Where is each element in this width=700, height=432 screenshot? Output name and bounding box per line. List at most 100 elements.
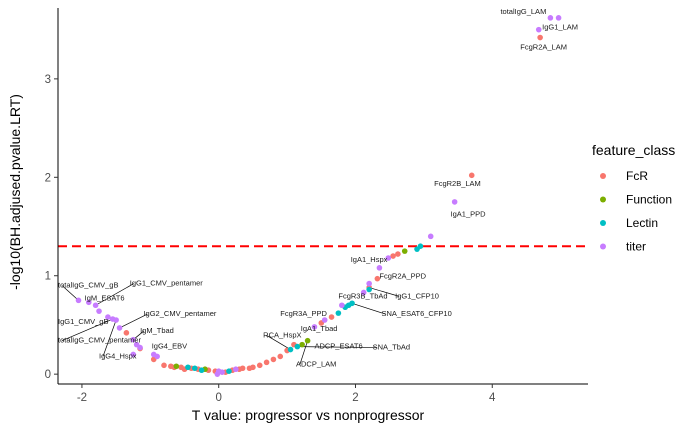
point-label: IgG4_EBV [152,342,187,351]
point-fcr [270,356,277,363]
point-titer [105,314,111,320]
point-label: IgA1_Hspx [351,255,388,264]
point-label: totalIgG_CMV_gB [58,281,118,290]
point-fcr [395,251,401,257]
point-label: ADCP_LAM [296,359,336,368]
point-titer [427,233,434,240]
point-titer [92,302,99,309]
point-titer [113,317,119,323]
y-tick-label: 1 [45,271,51,283]
point-label: FcgR3A_PPD [280,309,327,318]
point-label: IgA1_Tbad [301,324,338,333]
point-titer [360,289,367,296]
label-leader-line [61,285,79,301]
point-lectin [414,246,420,252]
y-tick-label: 3 [45,74,51,86]
label-leader-line [119,313,148,329]
point-label: IgG4_Hspx [99,351,137,360]
point-titer [154,353,160,360]
point-titer [215,368,222,375]
point-label: SNA_TbAd [373,343,411,352]
point-fcr [239,365,246,372]
point-titer [366,280,372,287]
point-fcr [178,364,184,371]
label-leader-line [299,340,308,365]
point-label: IgG2_CMV_pentamer [143,309,216,318]
point-titer [339,302,345,309]
legend: feature_class FcR Function Lectin titer [592,142,675,254]
plot-area: totalIgG_LAM IgG1_LAM FcgR2A_LAM FcgR2B_LAM… [58,7,588,377]
legend-title: feature_class [592,142,675,158]
legend-key-lectin [600,220,606,226]
point-lectin [287,346,294,353]
x-axis-title: T value: progressor vs nonprogressor [192,407,425,423]
label-leader-line [95,283,134,306]
point-fcr [256,362,263,369]
label-leader-line [61,318,113,341]
point-titer [321,317,328,323]
point-fcr [374,275,381,282]
point-titer [451,199,458,205]
legend-label-function: Function [626,193,672,207]
point-fcr [390,253,396,259]
axes: T value: progressor vs nonprogressor -lo… [7,8,588,423]
point-lectin [366,286,372,293]
point-label: FcgR3B_TbAd [338,291,387,300]
point-titer [96,308,102,314]
legend-key-function [600,196,606,203]
point-lectin [294,343,301,350]
legend-label-lectin: Lectin [626,216,658,230]
x-tick-label: 4 [489,392,496,404]
label-leader-line [297,346,377,348]
point-label: FcgR2A_LAM [520,42,567,51]
point-fcr [250,364,256,371]
legend-key-fcr [600,173,606,179]
point-lectin [198,367,205,374]
legend-key-titer [600,243,606,250]
point-function [299,341,305,348]
point-titer [376,265,383,271]
legend-label-titer: titer [626,240,646,254]
point-titer [311,324,318,330]
point-lectin [191,365,198,372]
point-label: RCA_HspX [263,331,301,340]
label-leader-line [369,287,400,297]
point-label: IgA1_PPD [451,210,487,219]
point-lectin [335,310,342,316]
x-tick-label: -2 [77,392,87,404]
label-leader-line [266,335,291,350]
point-titer [555,15,562,21]
point-fcr [123,330,130,336]
point-label: IgM_ESAT6 [85,293,125,302]
legend-label-fcr: FcR [626,169,648,183]
point-fcr [161,362,167,369]
point-titer [137,344,143,351]
point-fcr [468,172,475,179]
point-fcr [537,34,543,41]
point-fcr [263,359,270,366]
point-titer [75,297,82,304]
point-titer [385,255,392,261]
point-label: IgM_Tbad [140,326,174,335]
point-label: ADCP_ESAT6 [314,342,362,351]
point-fcr [168,363,174,370]
label-leader-line [102,319,117,357]
point-label: totalIgG_LAM [500,7,546,16]
point-function [401,248,408,254]
label-leader-line [351,302,386,315]
point-titer [547,15,554,21]
y-tick-label: 0 [45,369,51,381]
point-label: IgG1_CFP10 [395,291,439,300]
point-label: totalIgG_CMV_pentamer [58,336,141,345]
point-titer [130,351,137,358]
point-label: IgG1_LAM [542,23,578,32]
point-lectin [185,364,191,371]
x-tick-label: 0 [216,392,222,404]
point-label: FcgR2B_LAM [434,179,481,188]
point-function [173,363,180,370]
point-label: IgG1_CMV_gB [58,317,108,326]
point-label: IgG1_CMV_pentamer [130,279,203,288]
y-axis-title: -log10(BH.adjused.pvalue.LRT) [7,94,23,290]
point-fcr [328,314,335,320]
